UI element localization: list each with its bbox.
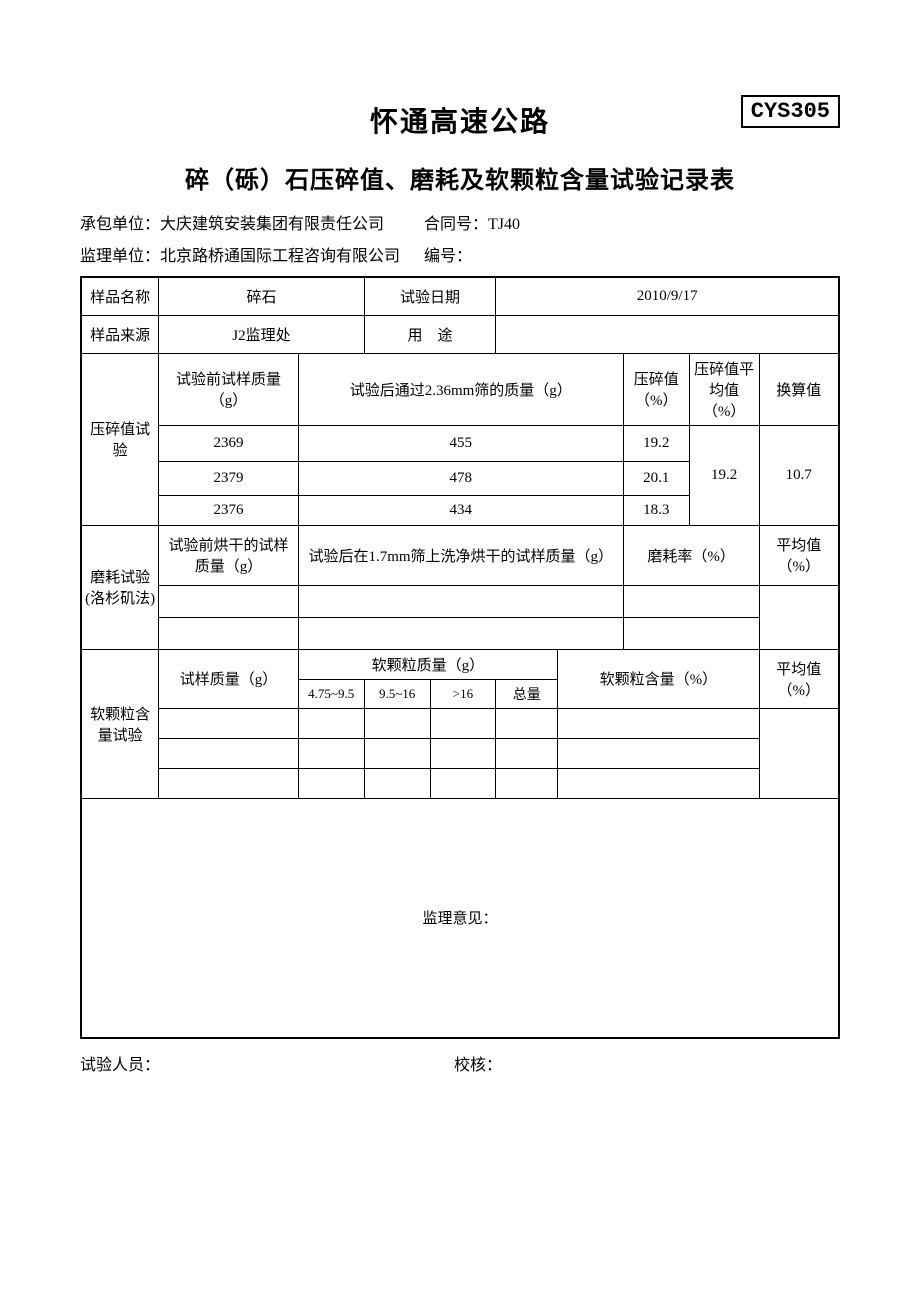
contractor-label: 承包单位： xyxy=(80,210,160,234)
soft-r2-content xyxy=(558,768,759,798)
soft-r0-c3 xyxy=(430,708,496,738)
crush-h-pct: 压碎值（%） xyxy=(623,353,689,425)
crush-r1-after: 478 xyxy=(298,461,623,495)
main-table: 样品名称 碎石 试验日期 2010/9/17 样品来源 J2监理处 用 途 压碎… xyxy=(80,276,840,1039)
abrasion-r1-after xyxy=(298,617,623,649)
soft-h-content: 软颗粒含量（%） xyxy=(558,649,759,708)
meta-row-2: 监理单位：北京路桥通国际工程咨询有限公司 编号： xyxy=(80,242,840,266)
supervisor-value: 北京路桥通国际工程咨询有限公司 xyxy=(160,242,400,266)
soft-r1-content xyxy=(558,738,759,768)
tester-label: 试验人员： xyxy=(80,1051,450,1075)
soft-r2-mass xyxy=(159,768,299,798)
soft-r0-mass xyxy=(159,708,299,738)
contractor-value: 大庆建筑安装集团有限责任公司 xyxy=(160,210,384,234)
abrasion-h-avg: 平均值（%） xyxy=(759,525,839,585)
crush-h-before: 试验前试样质量（g） xyxy=(159,353,299,425)
crush-r2-pct: 18.3 xyxy=(623,495,689,525)
contract-no-value: TJ40 xyxy=(488,216,520,234)
soft-h-col1: 4.75~9.5 xyxy=(298,679,364,708)
title-sub: 碎（砾）石压碎值、磨耗及软颗粒含量试验记录表 xyxy=(80,160,840,195)
soft-avg xyxy=(759,708,839,798)
soft-r0-content xyxy=(558,708,759,738)
test-date-value: 2010/9/17 xyxy=(496,277,839,315)
soft-r1-c3 xyxy=(430,738,496,768)
abrasion-h-after: 试验后在1.7mm筛上洗净烘干的试样质量（g） xyxy=(298,525,623,585)
soft-r1-c2 xyxy=(364,738,430,768)
crush-conv: 10.7 xyxy=(759,425,839,525)
sample-name-label: 样品名称 xyxy=(81,277,159,315)
usage-label: 用 途 xyxy=(364,315,496,353)
abrasion-h-rate: 磨耗率（%） xyxy=(623,525,759,585)
soft-r1-c4 xyxy=(496,738,558,768)
soft-r2-c1 xyxy=(298,768,364,798)
soft-section-label: 软颗粒含量试验 xyxy=(81,649,159,798)
soft-r2-c4 xyxy=(496,768,558,798)
crush-r0-before: 2369 xyxy=(159,425,299,461)
doc-code: CYS305 xyxy=(741,95,840,128)
soft-h-col3: >16 xyxy=(430,679,496,708)
soft-r1-mass xyxy=(159,738,299,768)
supervisor-label: 监理单位： xyxy=(80,242,160,266)
soft-r1-c1 xyxy=(298,738,364,768)
crush-avg: 19.2 xyxy=(689,425,759,525)
soft-h-avg: 平均值（%） xyxy=(759,649,839,708)
soft-h-col4: 总量 xyxy=(496,679,558,708)
sample-source-label: 样品来源 xyxy=(81,315,159,353)
test-date-label: 试验日期 xyxy=(364,277,496,315)
crush-h-conv: 换算值 xyxy=(759,353,839,425)
page: 怀通高速公路 CYS305 碎（砾）石压碎值、磨耗及软颗粒含量试验记录表 承包单… xyxy=(0,0,920,1301)
crush-section-label: 压碎值试验 xyxy=(81,353,159,525)
abrasion-r1-before xyxy=(159,617,299,649)
soft-r0-c2 xyxy=(364,708,430,738)
comment-label: 监理意见： xyxy=(422,911,497,927)
contract-no-label: 合同号： xyxy=(424,210,488,234)
crush-h-after: 试验后通过2.36mm筛的质量（g） xyxy=(298,353,623,425)
crush-r2-before: 2376 xyxy=(159,495,299,525)
serial-no-label: 编号： xyxy=(424,242,472,266)
soft-r0-c4 xyxy=(496,708,558,738)
crush-r0-after: 455 xyxy=(298,425,623,461)
abrasion-h-before: 试验前烘干的试样质量（g） xyxy=(159,525,299,585)
soft-h-mass: 试样质量（g） xyxy=(159,649,299,708)
abrasion-r0-rate xyxy=(623,585,759,617)
sample-source-value: J2监理处 xyxy=(159,315,364,353)
abrasion-section-label: 磨耗试验(洛杉矶法) xyxy=(81,525,159,649)
crush-h-avg: 压碎值平均值（%） xyxy=(689,353,759,425)
crush-r0-pct: 19.2 xyxy=(623,425,689,461)
comment-cell: 监理意见： xyxy=(81,798,839,1038)
abrasion-r1-rate xyxy=(623,617,759,649)
title-main: 怀通高速公路 xyxy=(80,100,840,140)
crush-r1-before: 2379 xyxy=(159,461,299,495)
soft-r2-c3 xyxy=(430,768,496,798)
soft-h-col2: 9.5~16 xyxy=(364,679,430,708)
crush-r1-pct: 20.1 xyxy=(623,461,689,495)
soft-r2-c2 xyxy=(364,768,430,798)
abrasion-r0-after xyxy=(298,585,623,617)
sample-name-value: 碎石 xyxy=(159,277,364,315)
footer: 试验人员： 校核： xyxy=(80,1051,840,1075)
abrasion-avg xyxy=(759,585,839,649)
abrasion-r0-before xyxy=(159,585,299,617)
usage-value xyxy=(496,315,839,353)
meta-row-1: 承包单位：大庆建筑安装集团有限责任公司 合同号：TJ40 xyxy=(80,210,840,234)
checker-label: 校核： xyxy=(454,1051,502,1075)
crush-r2-after: 434 xyxy=(298,495,623,525)
header: 怀通高速公路 CYS305 xyxy=(80,100,840,140)
soft-h-softmass: 软颗粒质量（g） xyxy=(298,649,557,679)
soft-r0-c1 xyxy=(298,708,364,738)
